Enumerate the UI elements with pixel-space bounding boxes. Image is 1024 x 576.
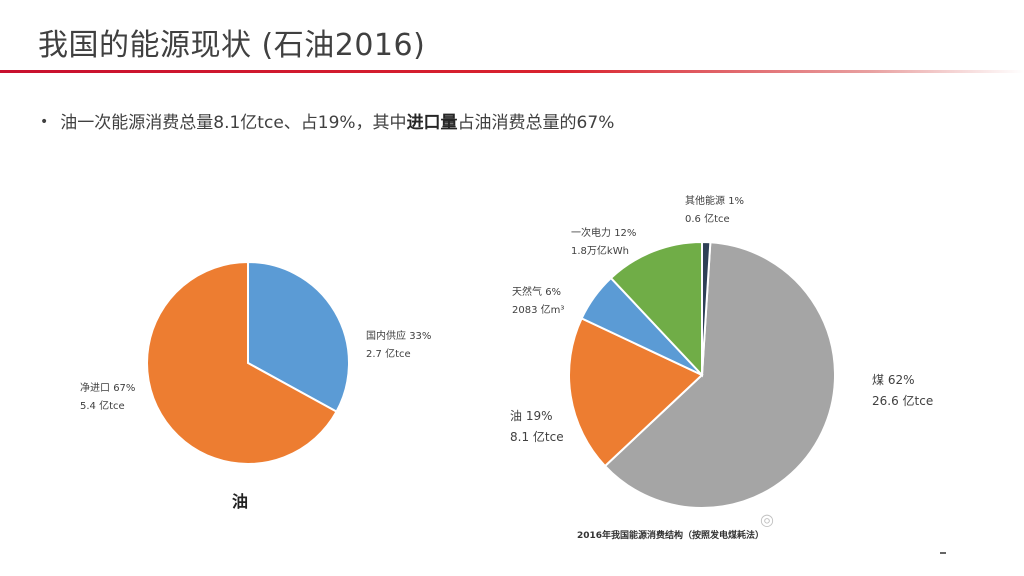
label-other-energy: 其他能源 1% 0.6 亿tce — [685, 193, 744, 229]
slice-label: 净进口 — [80, 383, 110, 394]
slice-pct: 19% — [525, 409, 553, 423]
pie-slice-0 — [603, 241, 837, 509]
energy-structure-pie-chart — [568, 240, 837, 509]
label-natural-gas: 天然气 6% 2083 亿m³ — [512, 284, 564, 320]
slice-pct: 62% — [887, 373, 915, 387]
slice-amount: 8.1 亿tce — [510, 430, 564, 444]
pie-slice-0 — [247, 260, 350, 414]
slice-amount: 0.6 亿tce — [685, 214, 730, 225]
pie-slice-1 — [146, 260, 338, 465]
pie-slice-1 — [568, 317, 704, 468]
label-coal: 煤 62% 26.6 亿tce — [872, 370, 933, 412]
slice-label: 油 — [510, 409, 523, 423]
pie-slice-3 — [609, 240, 703, 378]
energy-chart-caption: 2016年我国能源消费结构（按照发电煤耗法） — [577, 531, 765, 541]
bullet-text-post: 占油消费总量的67% — [457, 113, 615, 133]
slice-label: 国内供应 — [366, 331, 406, 342]
bullet-point: • 油一次能源消费总量8.1亿tce、占19%，其中进口量占油消费总量的67% — [40, 108, 614, 133]
slice-label: 天然气 — [512, 287, 542, 298]
label-primary-electricity: 一次电力 12% 1.8万亿kWh — [571, 225, 636, 261]
slice-pct: 67% — [113, 383, 136, 394]
slice-amount: 2.7 亿tce — [366, 349, 411, 360]
slice-label: 煤 — [872, 373, 885, 387]
slice-amount: 1.8万亿kWh — [571, 246, 629, 257]
slice-label: 一次电力 — [571, 228, 611, 239]
bullet-text-bold: 进口量 — [406, 113, 458, 133]
slice-label: 其他能源 — [685, 196, 725, 207]
bullet-text-pre: 油一次能源消费总量8.1亿tce、占19%，其中 — [60, 113, 407, 133]
slice-amount: 26.6 亿tce — [872, 394, 934, 408]
title-divider — [0, 70, 1024, 73]
pie-slice-4 — [701, 240, 712, 376]
slice-amount: 2083 亿m³ — [512, 305, 565, 316]
slice-amount: 5.4 亿tce — [80, 401, 125, 412]
slice-pct: 33% — [409, 331, 432, 342]
oil-pie-chart — [146, 260, 350, 465]
label-domestic-supply: 国内供应 33% 2.7 亿tce — [366, 328, 431, 364]
slice-pct: 6% — [545, 287, 562, 298]
label-net-import: 净进口 67% 5.4 亿tce — [80, 380, 135, 416]
corner-mark — [940, 552, 946, 554]
slide-title: 我国的能源现状 (石油2016) — [38, 28, 426, 63]
wechat-watermark-icon: ◎ — [760, 510, 774, 529]
slice-pct: 1% — [728, 196, 745, 207]
bullet-dot-icon: • — [40, 114, 49, 130]
label-oil: 油 19% 8.1 亿tce — [510, 406, 564, 448]
oil-pie-title: 油 — [232, 492, 249, 511]
slice-pct: 12% — [614, 228, 637, 239]
